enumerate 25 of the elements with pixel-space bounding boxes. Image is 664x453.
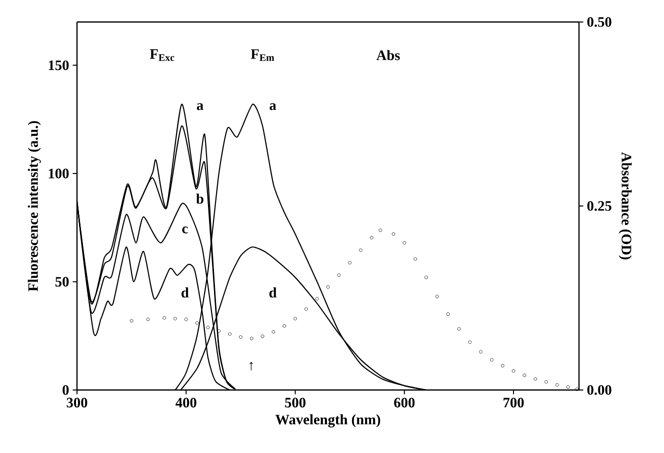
x-axis-title: Wavelength (nm) bbox=[275, 414, 380, 428]
annotation: a bbox=[270, 103, 276, 110]
y2-tick-label: 0.00 bbox=[587, 385, 612, 395]
annotation: d bbox=[182, 287, 189, 298]
annotation: F$_{Exc}$ bbox=[150, 49, 174, 61]
y-tick-label: 0 bbox=[62, 385, 69, 395]
y2-tick-label: 0.25 bbox=[587, 201, 612, 211]
x-tick-label: 300 bbox=[66, 398, 88, 408]
y-tick-label: 150 bbox=[48, 60, 69, 70]
y-axis-title: Fluorescence intensity (a.u.) bbox=[28, 121, 41, 292]
y2-tick-label: 0.50 bbox=[587, 17, 612, 27]
annotation: b bbox=[196, 194, 204, 204]
y-tick-label: 50 bbox=[55, 276, 69, 287]
annotation: Abs bbox=[376, 50, 400, 60]
annotation: F$_{Em}$ bbox=[250, 49, 274, 61]
annotation: a bbox=[196, 103, 204, 110]
x-tick-label: 500 bbox=[285, 398, 306, 408]
annotation: c bbox=[182, 226, 188, 234]
x-tick-label: 400 bbox=[176, 398, 196, 408]
annotation: ↑ bbox=[250, 362, 253, 370]
y-tick-label: 100 bbox=[48, 168, 69, 178]
y2-axis-title: Absorbance (OD) bbox=[618, 152, 632, 260]
annotation: d bbox=[269, 287, 277, 298]
x-tick-label: 600 bbox=[394, 398, 415, 408]
x-tick-label: 700 bbox=[504, 398, 524, 408]
